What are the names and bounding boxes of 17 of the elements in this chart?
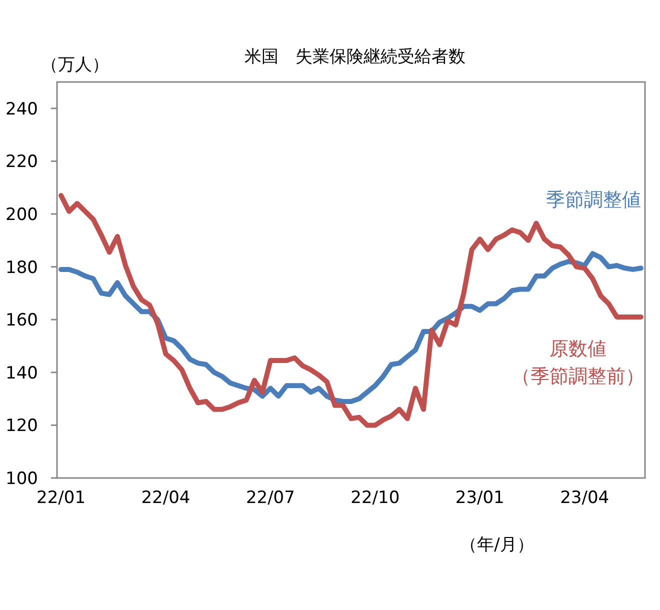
- x-tick-label: 22/10: [350, 488, 400, 508]
- y-tick-label: 120: [6, 416, 38, 436]
- x-tick-label: 22/07: [246, 488, 295, 508]
- y-tick-label: 180: [6, 258, 38, 278]
- chart-title: 米国 失業保険継続受給者数: [244, 47, 466, 67]
- y-tick-label: 240: [6, 99, 38, 120]
- y-tick-label: 220: [6, 152, 38, 172]
- y-tick-label: 200: [6, 205, 38, 225]
- x-tick-label: 22/04: [141, 488, 190, 508]
- x-tick-label: 23/04: [560, 488, 610, 508]
- y-tick-label: 140: [6, 363, 38, 384]
- x-axis-title: （年/月）: [460, 535, 534, 555]
- y-tick-label: 160: [6, 310, 38, 331]
- y-tick-label: 100: [6, 469, 38, 489]
- x-tick-label: 22/01: [36, 488, 86, 508]
- y-axis-title: （万人）: [41, 55, 109, 75]
- x-tick-label: 23/01: [455, 488, 504, 508]
